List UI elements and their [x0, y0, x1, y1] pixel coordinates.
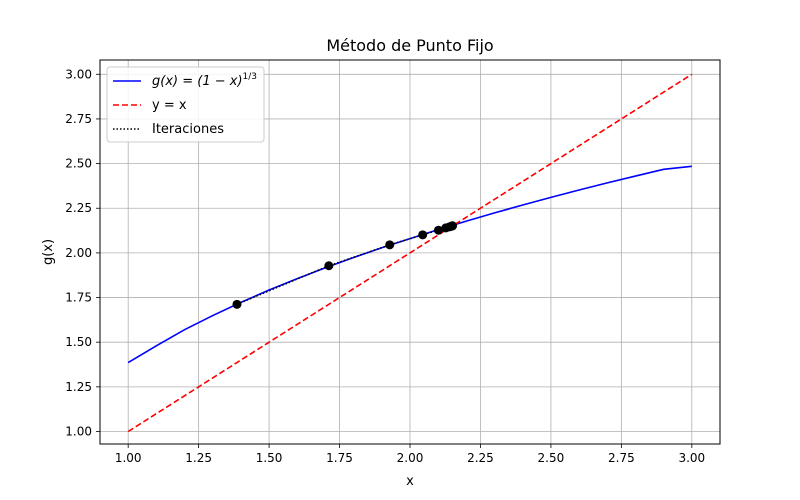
series-layer — [127, 73, 693, 433]
legend-label: y = x — [152, 98, 187, 113]
x-tick-label: 1.25 — [185, 451, 212, 465]
x-tick-label: 2.00 — [397, 451, 424, 465]
legend: g(x) = (1 − x)1/3 y = x Iteraciones — [106, 66, 265, 143]
y-tick-label: 1.75 — [65, 291, 92, 305]
y-tick-label: 2.00 — [65, 246, 92, 260]
y-tick-label: 1.50 — [65, 335, 92, 349]
legend-label-main: y = x — [152, 98, 187, 113]
y-axis-title: g(x) — [41, 239, 56, 265]
legend-label: Iteraciones — [152, 122, 224, 137]
x-tick-label: 2.50 — [538, 451, 565, 465]
iteration-point — [433, 225, 443, 235]
y-tick-label: 2.50 — [65, 157, 92, 171]
legend-label-main: g(x) = (1 − x) — [152, 74, 243, 89]
y-tick-label: 3.00 — [65, 67, 92, 81]
legend-label: g(x) = (1 − x)1/3 — [152, 72, 257, 89]
iteration-point — [448, 221, 458, 231]
iteration-point — [324, 261, 334, 271]
y-tick-label: 1.25 — [65, 380, 92, 394]
legend-label-main: Iteraciones — [152, 122, 224, 137]
series-line-g-x — [127, 165, 692, 364]
y-tick-label: 2.75 — [65, 112, 92, 126]
iteration-point — [385, 240, 395, 250]
legend-label-superscript: 1/3 — [243, 72, 257, 82]
x-tick-label: 1.00 — [115, 451, 142, 465]
iteration-point — [418, 230, 428, 240]
y-tick-label: 2.25 — [65, 201, 92, 215]
x-tick-label: 1.50 — [256, 451, 283, 465]
legend-box — [106, 66, 265, 143]
x-tick-label: 2.75 — [608, 451, 635, 465]
axis-ticks: 1.00 1.25 1.50 1.75 2.00 2.25 2.50 2.75 3.00 1.00… — [65, 67, 705, 465]
iteration-point — [232, 299, 242, 309]
x-tick-label: 1.75 — [326, 451, 353, 465]
x-tick-label: 3.00 — [678, 451, 705, 465]
x-tick-label: 2.25 — [467, 451, 494, 465]
y-tick-label: 1.00 — [65, 424, 92, 438]
chart-title: Método de Punto Fijo — [326, 36, 493, 55]
x-axis-title: x — [406, 474, 414, 489]
series-line-y-x — [127, 73, 693, 433]
